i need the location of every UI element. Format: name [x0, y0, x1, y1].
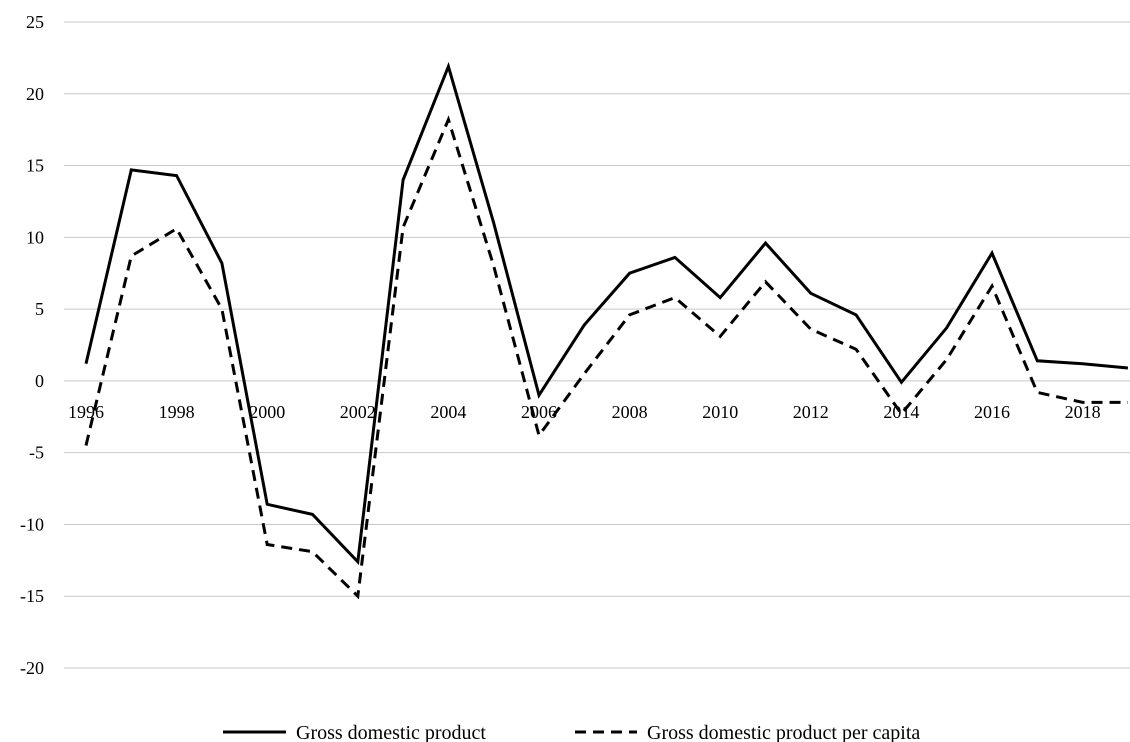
- x-axis-tick-labels: 1996 1998 2000 2002 2004 2006 2008 2010 2012 2014…: [68, 402, 1101, 422]
- x-tick-label: 2018: [1065, 402, 1101, 422]
- y-tick-label: -20: [20, 658, 44, 678]
- gridlines: [64, 21, 1130, 669]
- x-tick-label: 2016: [974, 402, 1010, 422]
- x-tick-label: 1998: [159, 402, 195, 422]
- y-tick-label: 25: [26, 12, 44, 32]
- x-tick-label: 2004: [430, 402, 466, 422]
- x-tick-label: 2012: [793, 402, 829, 422]
- data-series: [84, 61, 1129, 600]
- y-tick-label: -5: [29, 443, 44, 463]
- series-line-gdp-per-capita: [84, 115, 1128, 600]
- y-tick-label: -15: [20, 586, 44, 606]
- series-line-gdp: [84, 61, 1129, 566]
- legend-label-gdp: Gross domestic product: [296, 722, 486, 742]
- x-tick-label: 2008: [612, 402, 648, 422]
- y-tick-label: 5: [35, 299, 44, 319]
- y-tick-label: -10: [20, 514, 44, 534]
- x-tick-label: 2014: [883, 402, 919, 422]
- x-tick-label: 2010: [702, 402, 738, 422]
- y-tick-label: 0: [35, 371, 44, 391]
- x-tick-label: 2000: [249, 402, 285, 422]
- y-tick-label: 20: [26, 84, 44, 104]
- y-axis-tick-labels: 25 20 15 10 5 0 -5 -10 -15 -20: [20, 12, 44, 678]
- legend-label-gdp-per-capita: Gross domestic product per capita: [647, 722, 920, 742]
- y-tick-label: 15: [26, 156, 44, 176]
- x-tick-label: 2006: [521, 402, 557, 422]
- legend: Gross domestic product Gross domestic pr…: [223, 722, 920, 742]
- y-tick-label: 10: [26, 227, 44, 247]
- x-tick-label: 2002: [340, 402, 376, 422]
- x-tick-label: 1996: [68, 402, 104, 422]
